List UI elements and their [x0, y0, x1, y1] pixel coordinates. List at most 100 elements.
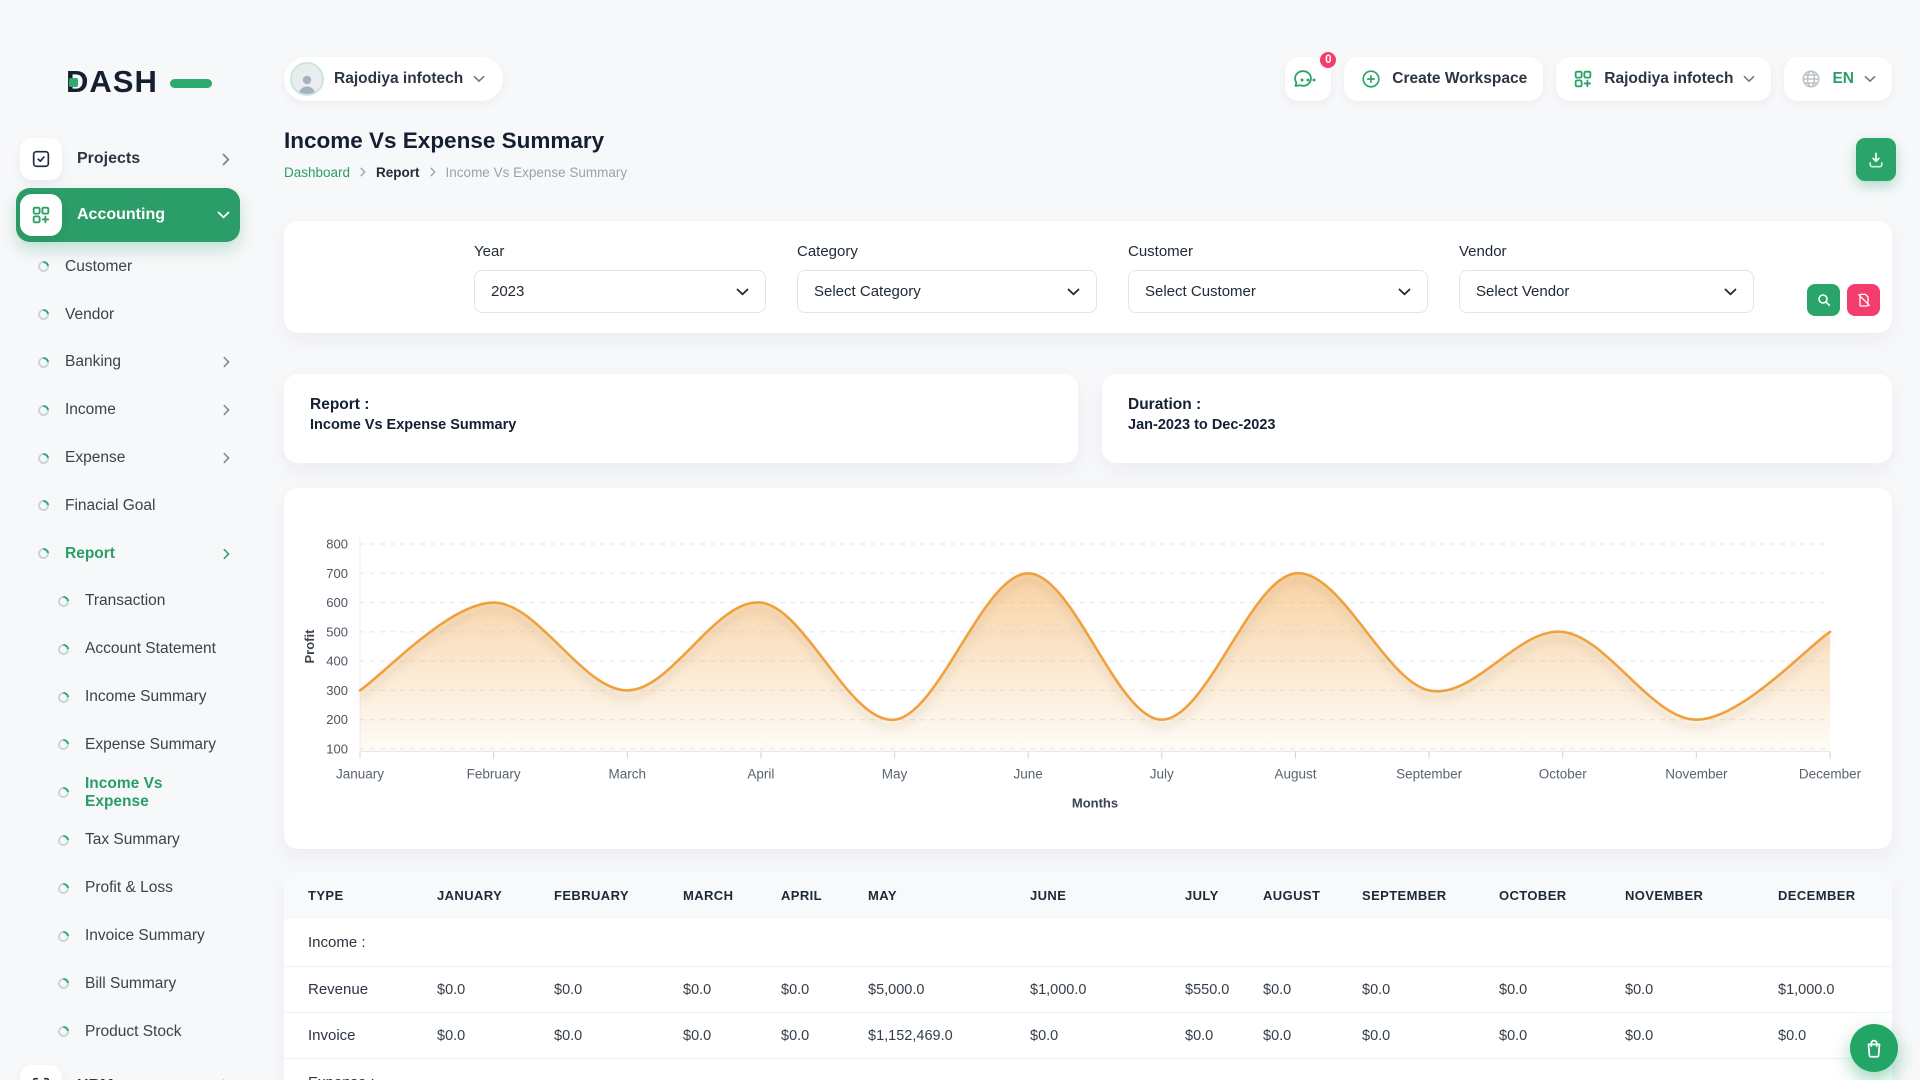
bullet-ring-icon [56, 976, 71, 991]
language-code: EN [1832, 70, 1854, 88]
cell: $0.0 [1499, 1013, 1625, 1059]
column-header: JULY [1185, 871, 1263, 919]
chevron-down-icon [1067, 288, 1080, 296]
bullet-ring-icon [36, 546, 51, 561]
customer-label: Customer [1128, 243, 1428, 260]
category-value: Select Category [814, 283, 921, 300]
bullet-ring-icon [56, 785, 71, 800]
cart-fab[interactable] [1850, 1024, 1898, 1072]
sidebar-item-vendor[interactable]: Vendor [0, 291, 260, 339]
sidebar-item-banking[interactable]: Banking [0, 339, 260, 387]
column-header: MAY [868, 871, 1030, 919]
brand-logo[interactable]: DASH [66, 58, 206, 106]
category-select[interactable]: Select Category [797, 270, 1097, 313]
cell: $0.0 [1625, 1013, 1778, 1059]
reset-filter-button[interactable] [1847, 284, 1880, 316]
column-header: APRIL [781, 871, 868, 919]
sidebar-item-label: Customer [65, 258, 132, 276]
sidebar-item-hrm[interactable]: HRM [16, 1062, 240, 1080]
column-header: TYPE [284, 871, 437, 919]
duration-value: Jan-2023 to Dec-2023 [1128, 417, 1866, 433]
sidebar-item-bill-summary[interactable]: Bill Summary [0, 960, 260, 1008]
sidebar-item-label: Tax Summary [85, 831, 180, 849]
breadcrumb-report[interactable]: Report [376, 165, 420, 180]
column-header: FEBRUARY [554, 871, 683, 919]
sidebar: DASH Projects Accounting Customer Vendor… [0, 0, 260, 1080]
brand-name: DASH [66, 64, 158, 99]
cell: $0.0 [1499, 967, 1625, 1013]
sidebar-item-income-vs-expense[interactable]: Income Vs Expense [0, 769, 260, 817]
table-section-row: Expense : [284, 1059, 1892, 1080]
bullet-ring-icon [56, 928, 71, 943]
sidebar-item-label: HRM [77, 1077, 113, 1080]
workspace-menu[interactable]: Rajodiya infotech [1556, 57, 1771, 101]
column-header: OCTOBER [1499, 871, 1625, 919]
x-tick-label: July [1150, 767, 1174, 782]
column-header: AUGUST [1263, 871, 1362, 919]
sidebar-item-expense[interactable]: Expense [0, 434, 260, 482]
sidebar-item-label: Projects [77, 150, 140, 168]
bullet-ring-icon [36, 450, 51, 465]
cell: $0.0 [1362, 1013, 1499, 1059]
sidebar-item-profit-loss[interactable]: Profit & Loss [0, 864, 260, 912]
table-section-row: Income : [284, 919, 1892, 967]
sidebar-item-customer[interactable]: Customer [0, 243, 260, 291]
year-select[interactable]: 2023 [474, 270, 766, 313]
download-button[interactable] [1856, 138, 1896, 181]
filter-actions [1807, 284, 1880, 316]
table-row: Invoice$0.0$0.0$0.0$0.0$1,152,469.0$0.0$… [284, 1013, 1892, 1059]
language-selector[interactable]: EN [1784, 57, 1892, 101]
customer-select[interactable]: Select Customer [1128, 270, 1428, 313]
bullet-ring-icon [36, 259, 51, 274]
x-tick-label: August [1274, 767, 1316, 782]
workspace-selector[interactable]: Rajodiya infotech [284, 57, 503, 101]
sidebar-item-product-stock[interactable]: Product Stock [0, 1008, 260, 1056]
avatar [290, 62, 324, 96]
apply-filter-button[interactable] [1807, 284, 1840, 316]
create-workspace-button[interactable]: Create Workspace [1344, 57, 1543, 101]
svg-text:700: 700 [326, 566, 348, 581]
accounting-grid-icon [20, 194, 62, 236]
breadcrumb-dashboard[interactable]: Dashboard [284, 165, 350, 180]
topbar: Rajodiya infotech 0 Create Workspace Raj… [284, 57, 1892, 101]
sidebar-item-account-statement[interactable]: Account Statement [0, 625, 260, 673]
x-tick-label: February [467, 767, 521, 782]
profit-area-chart[interactable]: 800700600500400300200100JanuaryFebruaryM… [284, 488, 1892, 849]
table-row: Revenue$0.0$0.0$0.0$0.0$5,000.0$1,000.0$… [284, 967, 1892, 1013]
cell: $0.0 [554, 967, 683, 1013]
sidebar-item-income-summary[interactable]: Income Summary [0, 673, 260, 721]
x-tick-label: June [1014, 767, 1043, 782]
breadcrumb-current: Income Vs Expense Summary [446, 165, 628, 180]
main-content: Rajodiya infotech 0 Create Workspace Raj… [284, 0, 1892, 1080]
chevron-down-icon [1724, 288, 1737, 296]
chevron-down-icon [1743, 75, 1755, 83]
sidebar-item-invoice-summary[interactable]: Invoice Summary [0, 912, 260, 960]
column-header: JANUARY [437, 871, 554, 919]
column-header: DECEMBER [1778, 871, 1892, 919]
messages-button[interactable]: 0 [1285, 57, 1331, 101]
sidebar-item-finacial-goal[interactable]: Finacial Goal [0, 482, 260, 530]
vendor-select[interactable]: Select Vendor [1459, 270, 1754, 313]
y-axis-title: Profit [302, 629, 317, 664]
bullet-ring-icon [36, 498, 51, 513]
globe-icon [1800, 68, 1822, 90]
sidebar-item-income[interactable]: Income [0, 386, 260, 434]
duration-label: Duration : [1128, 396, 1866, 414]
sidebar-item-accounting[interactable]: Accounting [16, 188, 240, 242]
cell: Revenue [284, 967, 437, 1013]
page-title: Income Vs Expense Summary [284, 128, 1892, 154]
year-value: 2023 [491, 283, 524, 300]
sidebar-item-label: Transaction [85, 592, 165, 610]
sidebar-item-transaction[interactable]: Transaction [0, 578, 260, 626]
sidebar-item-expense-summary[interactable]: Expense Summary [0, 721, 260, 769]
bullet-ring-icon [36, 307, 51, 322]
chevron-right-icon [223, 356, 230, 368]
profit-chart-card: 800700600500400300200100JanuaryFebruaryM… [284, 488, 1892, 849]
chevron-down-icon [736, 288, 749, 296]
sidebar-item-label: Income Summary [85, 688, 206, 706]
sidebar-item-projects[interactable]: Projects [16, 135, 240, 183]
cell: Invoice [284, 1013, 437, 1059]
messages-count-badge: 0 [1318, 50, 1338, 70]
sidebar-item-tax-summary[interactable]: Tax Summary [0, 817, 260, 865]
sidebar-item-report[interactable]: Report [0, 530, 260, 578]
